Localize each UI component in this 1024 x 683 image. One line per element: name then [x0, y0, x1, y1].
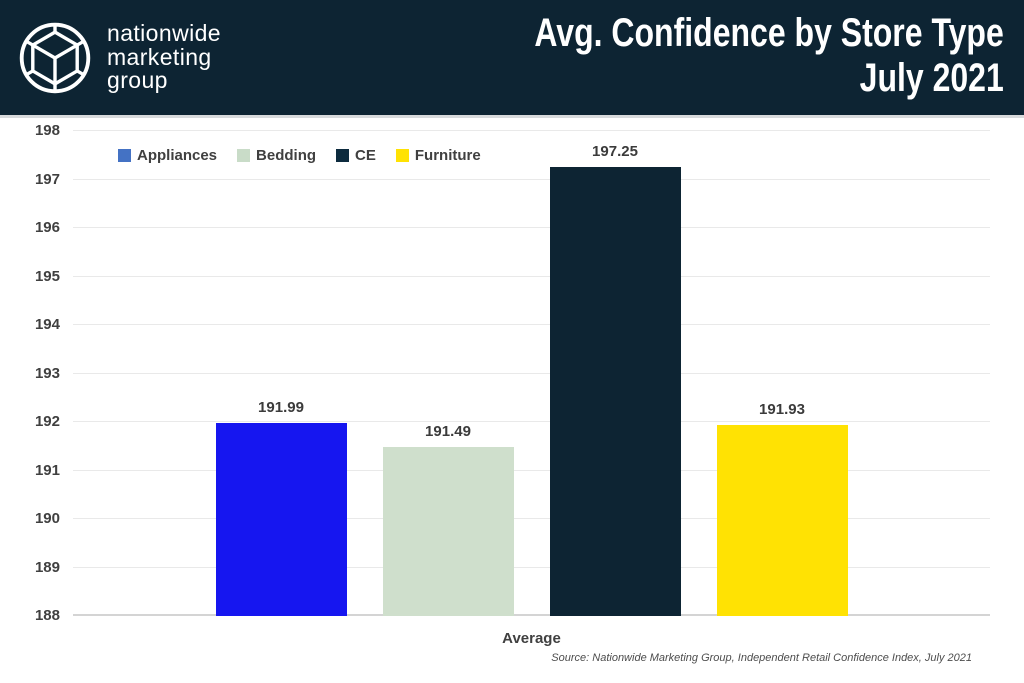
gridline-196 — [73, 227, 990, 228]
y-tick-label-195: 195 — [34, 267, 60, 285]
y-tick-label-196: 196 — [34, 219, 60, 236]
legend-swatch-furniture — [395, 149, 409, 162]
legend-swatch-appliances — [118, 149, 131, 162]
bar-furniture — [716, 425, 848, 616]
legend-item-appliances: Appliances — [118, 147, 217, 164]
header-banner: nationwide marketing group Avg. Confiden… — [0, 0, 1024, 118]
y-tick-label-191: 191 — [34, 461, 60, 479]
x-axis-category-label: Average — [502, 630, 561, 647]
legend-label-furniture: Furniture — [414, 147, 481, 164]
bar-bedding — [382, 446, 514, 616]
y-tick-label-197: 197 — [34, 170, 60, 188]
y-tick-label-192: 192 — [34, 413, 60, 430]
data-label-ce: 197.25 — [592, 143, 638, 161]
legend-label-bedding: Bedding — [256, 147, 317, 164]
y-tick-label-193: 193 — [34, 364, 60, 382]
gridline-189 — [73, 566, 990, 568]
data-label-appliances: 191.99 — [258, 398, 304, 416]
legend-swatch-bedding — [237, 149, 251, 162]
gridline-194 — [73, 324, 990, 325]
legend-item-ce: CE — [336, 147, 376, 164]
gridline-190 — [73, 518, 990, 519]
gridline-188 — [73, 614, 990, 616]
legend: Appliances Bedding CE Furniture — [118, 147, 481, 164]
data-label-furniture: 191.93 — [759, 401, 805, 419]
brand-line-2: marketing — [107, 43, 212, 70]
legend-item-bedding: Bedding — [237, 147, 316, 164]
legend-item-furniture: Furniture — [395, 147, 481, 164]
legend-label-ce: CE — [355, 147, 376, 164]
y-tick-label-190: 190 — [34, 510, 60, 527]
gridline-195 — [73, 275, 990, 277]
gridline-197 — [73, 178, 990, 180]
legend-label-appliances: Appliances — [137, 147, 218, 164]
bar-ce — [549, 167, 681, 616]
y-tick-label-198: 198 — [34, 122, 60, 139]
gridline-198 — [73, 130, 990, 131]
chart-title: Avg. Confidence by Store Type July 2021 — [417, 11, 1004, 101]
brand-line-1: nationwide — [107, 19, 221, 46]
chart-title-line-2: July 2021 — [859, 56, 1004, 100]
chart-title-line-1: Avg. Confidence by Store Type — [534, 11, 1004, 55]
y-tick-label-188: 188 — [34, 607, 60, 624]
brand-logo: nationwide marketing group — [0, 21, 221, 95]
gridline-193 — [73, 372, 990, 374]
plot-area: 191.99 191.49 197.25 191.93 — [73, 130, 990, 616]
y-tick-label-189: 189 — [34, 558, 60, 576]
legend-swatch-ce — [336, 149, 350, 162]
gridline-191 — [73, 469, 990, 471]
source-note: Source: Nationwide Marketing Group, Inde… — [551, 652, 972, 664]
y-tick-label-194: 194 — [34, 316, 60, 333]
brand-wordmark: nationwide marketing group — [107, 19, 221, 94]
gridline-192 — [73, 421, 990, 422]
brand-line-3: group — [107, 67, 168, 94]
data-label-bedding: 191.49 — [425, 422, 471, 440]
bar-appliances — [215, 422, 347, 616]
nmg-gem-logo-icon — [19, 22, 91, 93]
